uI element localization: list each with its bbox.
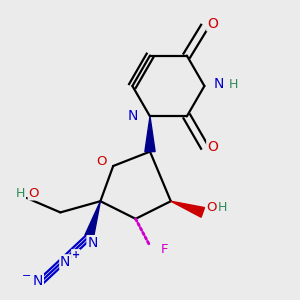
Text: O: O bbox=[206, 201, 217, 214]
Text: H: H bbox=[218, 201, 227, 214]
Text: +: + bbox=[72, 250, 80, 260]
Text: N: N bbox=[214, 77, 224, 92]
Text: H: H bbox=[228, 78, 238, 91]
Text: H: H bbox=[16, 187, 25, 200]
Text: O: O bbox=[97, 155, 107, 168]
Polygon shape bbox=[171, 201, 205, 217]
Text: −: − bbox=[22, 272, 32, 281]
Text: O: O bbox=[28, 187, 39, 200]
Text: N: N bbox=[127, 110, 138, 123]
Text: N: N bbox=[87, 236, 98, 250]
Text: O: O bbox=[207, 16, 218, 31]
Text: N: N bbox=[60, 255, 70, 269]
Text: O: O bbox=[207, 140, 218, 154]
Polygon shape bbox=[85, 201, 100, 238]
Text: F: F bbox=[161, 243, 168, 256]
Polygon shape bbox=[145, 116, 155, 152]
Text: N: N bbox=[33, 274, 43, 288]
